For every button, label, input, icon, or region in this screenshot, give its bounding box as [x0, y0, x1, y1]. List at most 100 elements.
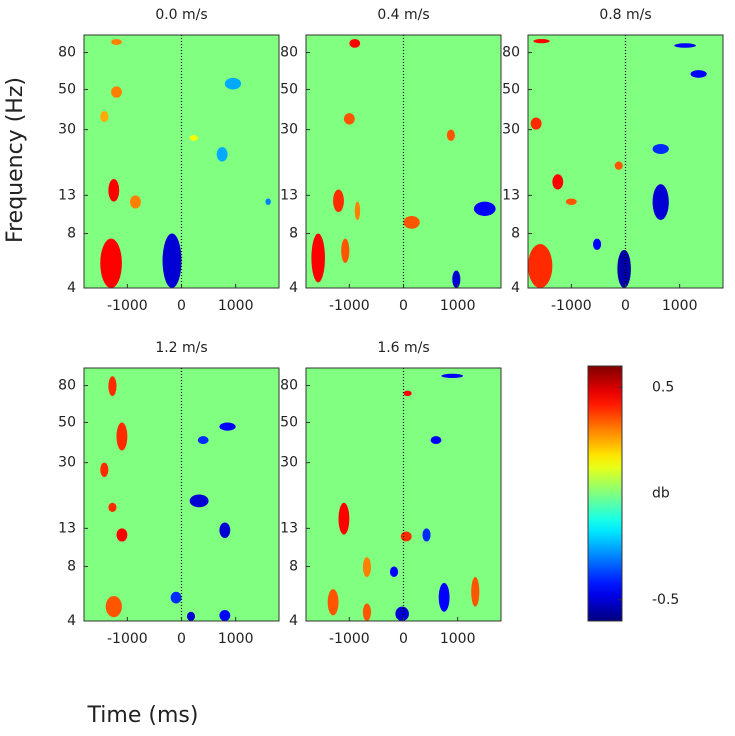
- x-tick-label: 1000: [440, 631, 476, 647]
- heat-blob: [189, 135, 198, 141]
- y-tick-label: 80: [280, 378, 298, 394]
- heat-blob: [219, 610, 231, 621]
- y-tick-label: 50: [280, 81, 298, 97]
- heat-blob: [471, 577, 480, 607]
- colorbar-label: db: [652, 486, 670, 502]
- panel-title: 1.6 m/s: [377, 340, 429, 356]
- x-tick-label: 0: [621, 298, 630, 314]
- heatmap: [100, 39, 271, 288]
- heat-blob: [100, 462, 109, 477]
- x-tick-label: 0: [399, 298, 408, 314]
- x-tick-label: 1000: [218, 631, 254, 647]
- x-tick-label: 0: [399, 631, 408, 647]
- heat-blob: [690, 70, 707, 78]
- heat-blob: [565, 198, 577, 205]
- colorbar-tick-label: -0.5: [652, 592, 679, 608]
- heat-blob: [197, 436, 209, 445]
- panel-title: 0.0 m/s: [155, 7, 207, 23]
- y-tick-label: 4: [289, 613, 298, 629]
- y-tick-label: 13: [280, 187, 298, 203]
- heat-blob: [528, 244, 553, 288]
- heat-blob: [349, 39, 361, 48]
- heat-blob: [395, 606, 409, 621]
- y-tick-label: 13: [58, 187, 76, 203]
- heat-blob: [530, 117, 542, 130]
- heat-blob: [189, 494, 209, 508]
- heat-blob: [108, 179, 120, 202]
- heat-blob: [354, 201, 361, 221]
- heat-blob: [362, 557, 371, 578]
- heat-blob: [111, 86, 122, 98]
- colorbar-tick-label: 0.5: [652, 379, 674, 395]
- y-tick-label: 50: [58, 81, 76, 97]
- y-tick-label: 8: [67, 226, 76, 242]
- heatmap: [100, 376, 236, 621]
- y-tick-label: 4: [289, 280, 298, 296]
- y-tick-label: 30: [280, 122, 298, 138]
- y-tick-label: 4: [67, 613, 76, 629]
- y-tick-label: 8: [67, 559, 76, 575]
- y-tick-label: 50: [502, 81, 520, 97]
- heat-blob: [362, 603, 371, 621]
- heat-blob: [100, 111, 109, 123]
- heat-blob: [186, 611, 196, 621]
- y-tick-label: 30: [280, 455, 298, 471]
- y-tick-label: 80: [58, 45, 76, 61]
- heat-blob: [265, 198, 271, 205]
- heat-blob: [403, 215, 420, 229]
- heat-blob: [652, 184, 669, 221]
- heat-blob: [593, 238, 602, 250]
- heat-blob: [311, 233, 325, 283]
- y-tick-label: 8: [289, 559, 298, 575]
- heat-blob: [170, 591, 182, 604]
- heat-blob: [116, 422, 128, 451]
- heat-blob: [343, 113, 355, 125]
- heat-blob: [224, 77, 242, 90]
- heat-blob: [333, 189, 344, 213]
- heat-blob: [533, 39, 550, 44]
- y-tick-label: 80: [58, 378, 76, 394]
- y-tick-label: 50: [58, 414, 76, 430]
- y-tick-label: 30: [58, 122, 76, 138]
- x-tick-label: 1000: [218, 298, 254, 314]
- heat-blob: [216, 147, 228, 162]
- heat-blob: [446, 129, 455, 141]
- panel-title: 1.2 m/s: [155, 340, 207, 356]
- y-tick-label: 13: [502, 187, 520, 203]
- y-tick-label: 30: [502, 122, 520, 138]
- y-tick-label: 50: [280, 414, 298, 430]
- heat-blob: [111, 39, 122, 46]
- heat-blob: [162, 233, 182, 288]
- heat-blob: [430, 436, 442, 445]
- y-tick-label: 4: [67, 280, 76, 296]
- panel-title: 0.8 m/s: [599, 7, 651, 23]
- heat-blob: [473, 201, 496, 216]
- heat-blob: [452, 270, 461, 288]
- heat-blob: [105, 595, 122, 618]
- heat-blob: [614, 161, 623, 170]
- heat-blob: [674, 43, 696, 48]
- heat-blob: [400, 531, 412, 542]
- x-tick-label: 0: [177, 631, 186, 647]
- y-axis-label: Frequency (Hz): [3, 77, 28, 243]
- x-tick-label: 1000: [440, 298, 476, 314]
- heat-blob: [108, 376, 117, 397]
- heat-blob: [338, 502, 350, 535]
- y-tick-label: 13: [280, 520, 298, 536]
- heat-blob: [652, 143, 669, 155]
- heat-blob: [389, 566, 399, 578]
- heat-blob: [617, 249, 631, 288]
- x-tick-label: -1000: [107, 298, 148, 314]
- x-axis-label: Time (ms): [87, 703, 199, 728]
- x-tick-label: 0: [177, 298, 186, 314]
- heat-blob: [438, 582, 450, 612]
- heat-blob: [219, 522, 231, 538]
- y-tick-label: 8: [289, 226, 298, 242]
- heat-blob: [341, 238, 350, 263]
- heat-blob: [552, 174, 564, 190]
- heat-blob: [403, 390, 412, 397]
- x-tick-label: -1000: [107, 631, 148, 647]
- heatmap: [528, 39, 707, 288]
- colorbar: [587, 365, 623, 622]
